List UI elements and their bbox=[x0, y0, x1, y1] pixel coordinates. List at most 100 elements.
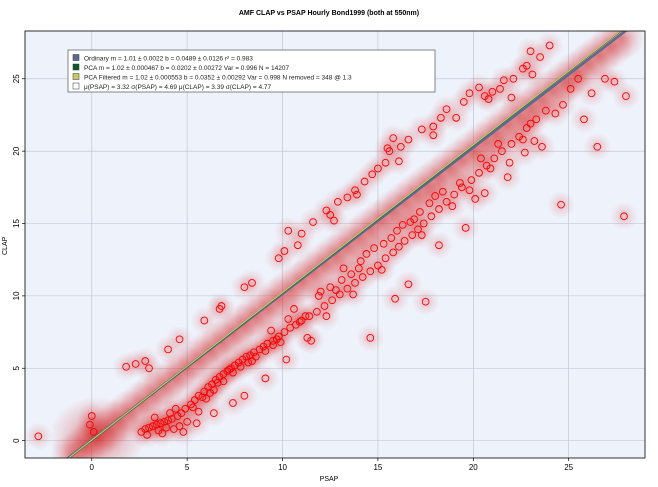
data-point bbox=[141, 357, 150, 365]
data-point bbox=[551, 109, 560, 118]
data-point bbox=[145, 423, 153, 432]
density-blob bbox=[154, 335, 183, 364]
data-point bbox=[475, 83, 483, 92]
data-point bbox=[622, 92, 630, 100]
data-point bbox=[421, 297, 430, 306]
data-point bbox=[503, 173, 512, 182]
data-point bbox=[166, 409, 174, 417]
data-point bbox=[414, 225, 422, 234]
data-point bbox=[210, 409, 218, 417]
density-blob bbox=[451, 213, 480, 242]
data-point bbox=[297, 316, 306, 325]
data-point bbox=[377, 265, 386, 274]
data-point bbox=[152, 420, 161, 429]
data-point bbox=[526, 119, 535, 128]
x-tick-label: 0 bbox=[90, 463, 95, 472]
data-point bbox=[530, 137, 539, 145]
density-blob bbox=[442, 103, 471, 132]
data-point bbox=[354, 264, 363, 273]
data-point bbox=[381, 158, 390, 167]
data-point bbox=[458, 183, 466, 192]
data-point bbox=[347, 270, 356, 279]
x-tick-label: 20 bbox=[469, 463, 478, 472]
data-point bbox=[486, 164, 495, 173]
data-point bbox=[248, 279, 256, 287]
data-point bbox=[242, 352, 251, 361]
data-point bbox=[416, 208, 424, 216]
data-point bbox=[343, 193, 352, 202]
data-point bbox=[389, 134, 398, 142]
data-point bbox=[406, 218, 415, 226]
data-point bbox=[301, 312, 310, 320]
data-point bbox=[587, 89, 596, 98]
density-blob bbox=[238, 347, 267, 376]
density-blob bbox=[583, 132, 612, 161]
data-point bbox=[383, 144, 392, 153]
data-point bbox=[610, 77, 619, 86]
data-point bbox=[225, 365, 233, 374]
y-tick-label: 20 bbox=[12, 146, 21, 155]
data-point bbox=[461, 224, 470, 232]
density-blob bbox=[421, 182, 450, 211]
data-point bbox=[171, 404, 180, 413]
data-point bbox=[284, 226, 293, 235]
data-point bbox=[339, 264, 348, 273]
density-blob bbox=[474, 85, 503, 114]
density-blob bbox=[358, 160, 387, 189]
data-point bbox=[261, 374, 270, 383]
x-axis-ticks: 0 5 10 15 20 25 bbox=[90, 458, 574, 472]
data-point bbox=[328, 296, 336, 305]
data-point bbox=[290, 305, 298, 313]
data-point bbox=[179, 428, 188, 436]
data-point bbox=[145, 364, 153, 373]
data-point bbox=[326, 210, 335, 219]
data-point bbox=[398, 221, 407, 229]
data-point bbox=[244, 358, 253, 367]
data-point bbox=[393, 226, 401, 235]
data-point bbox=[183, 417, 192, 426]
data-point bbox=[164, 416, 172, 425]
data-point bbox=[541, 106, 550, 115]
data-point bbox=[181, 404, 190, 413]
data-point bbox=[251, 352, 260, 361]
data-point bbox=[240, 391, 249, 400]
data-point bbox=[307, 336, 316, 345]
data-point bbox=[557, 200, 565, 209]
data-point bbox=[284, 315, 293, 323]
data-point bbox=[580, 115, 588, 124]
data-point bbox=[131, 360, 140, 368]
data-point bbox=[559, 100, 567, 109]
data-point bbox=[417, 125, 426, 134]
data-point bbox=[417, 231, 426, 239]
data-point bbox=[158, 429, 167, 438]
data-point bbox=[505, 158, 514, 167]
data-point bbox=[467, 176, 476, 184]
data-point bbox=[507, 140, 516, 148]
data-point bbox=[200, 316, 209, 325]
data-point bbox=[86, 420, 94, 429]
data-point bbox=[362, 250, 371, 258]
density-blob bbox=[356, 323, 385, 352]
data-point bbox=[475, 169, 483, 177]
data-point bbox=[189, 403, 197, 412]
density-blob bbox=[535, 31, 564, 60]
x-tick-label: 15 bbox=[373, 463, 382, 472]
data-point bbox=[297, 229, 306, 238]
data-point bbox=[536, 53, 544, 61]
data-point bbox=[442, 197, 451, 206]
data-point bbox=[532, 115, 541, 124]
data-point bbox=[305, 312, 314, 320]
data-point bbox=[456, 179, 464, 187]
data-point bbox=[175, 335, 184, 344]
data-point bbox=[190, 396, 199, 404]
data-point bbox=[280, 328, 289, 336]
density-blob bbox=[510, 138, 539, 167]
data-point bbox=[353, 190, 361, 199]
data-point bbox=[269, 341, 277, 349]
data-point bbox=[477, 154, 485, 163]
data-point bbox=[148, 422, 157, 431]
data-point bbox=[267, 326, 275, 335]
density-blob bbox=[424, 231, 453, 260]
y-tick-label: 10 bbox=[12, 291, 21, 300]
y-tick-label: 25 bbox=[12, 74, 21, 83]
